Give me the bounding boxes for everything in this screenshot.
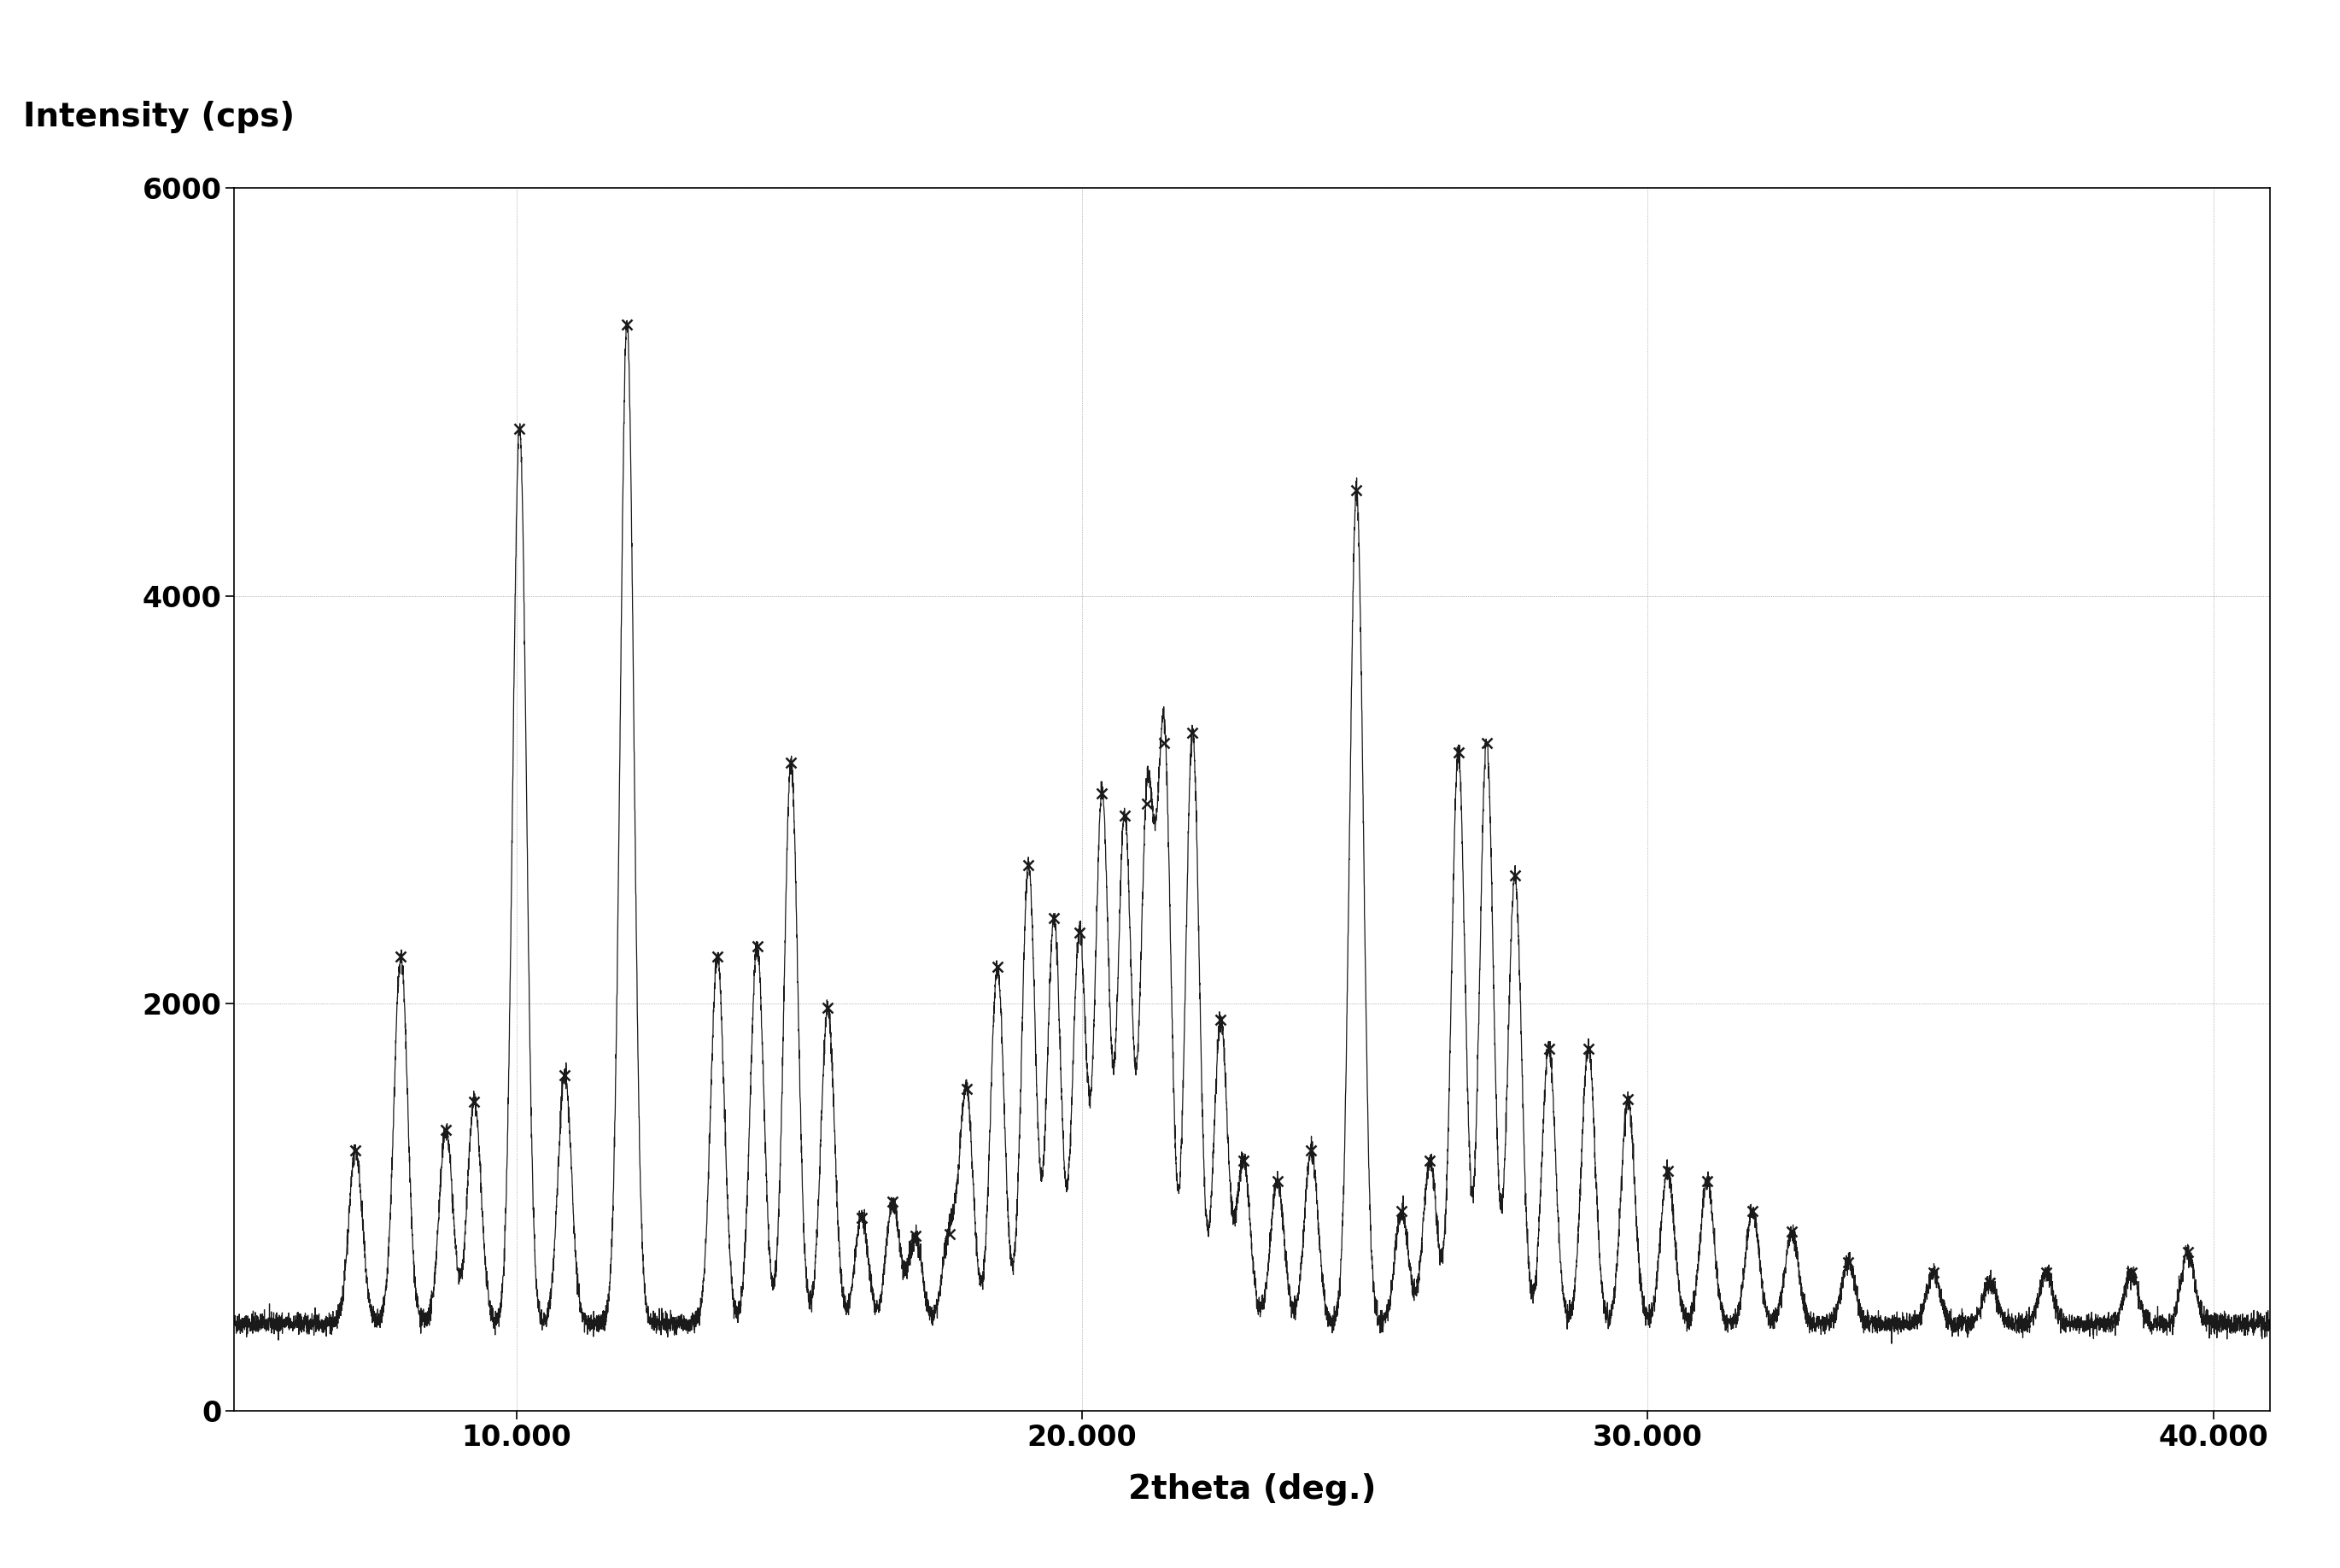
Text: Intensity (cps): Intensity (cps) xyxy=(23,100,295,133)
X-axis label: 2theta (deg.): 2theta (deg.) xyxy=(1128,1474,1376,1505)
